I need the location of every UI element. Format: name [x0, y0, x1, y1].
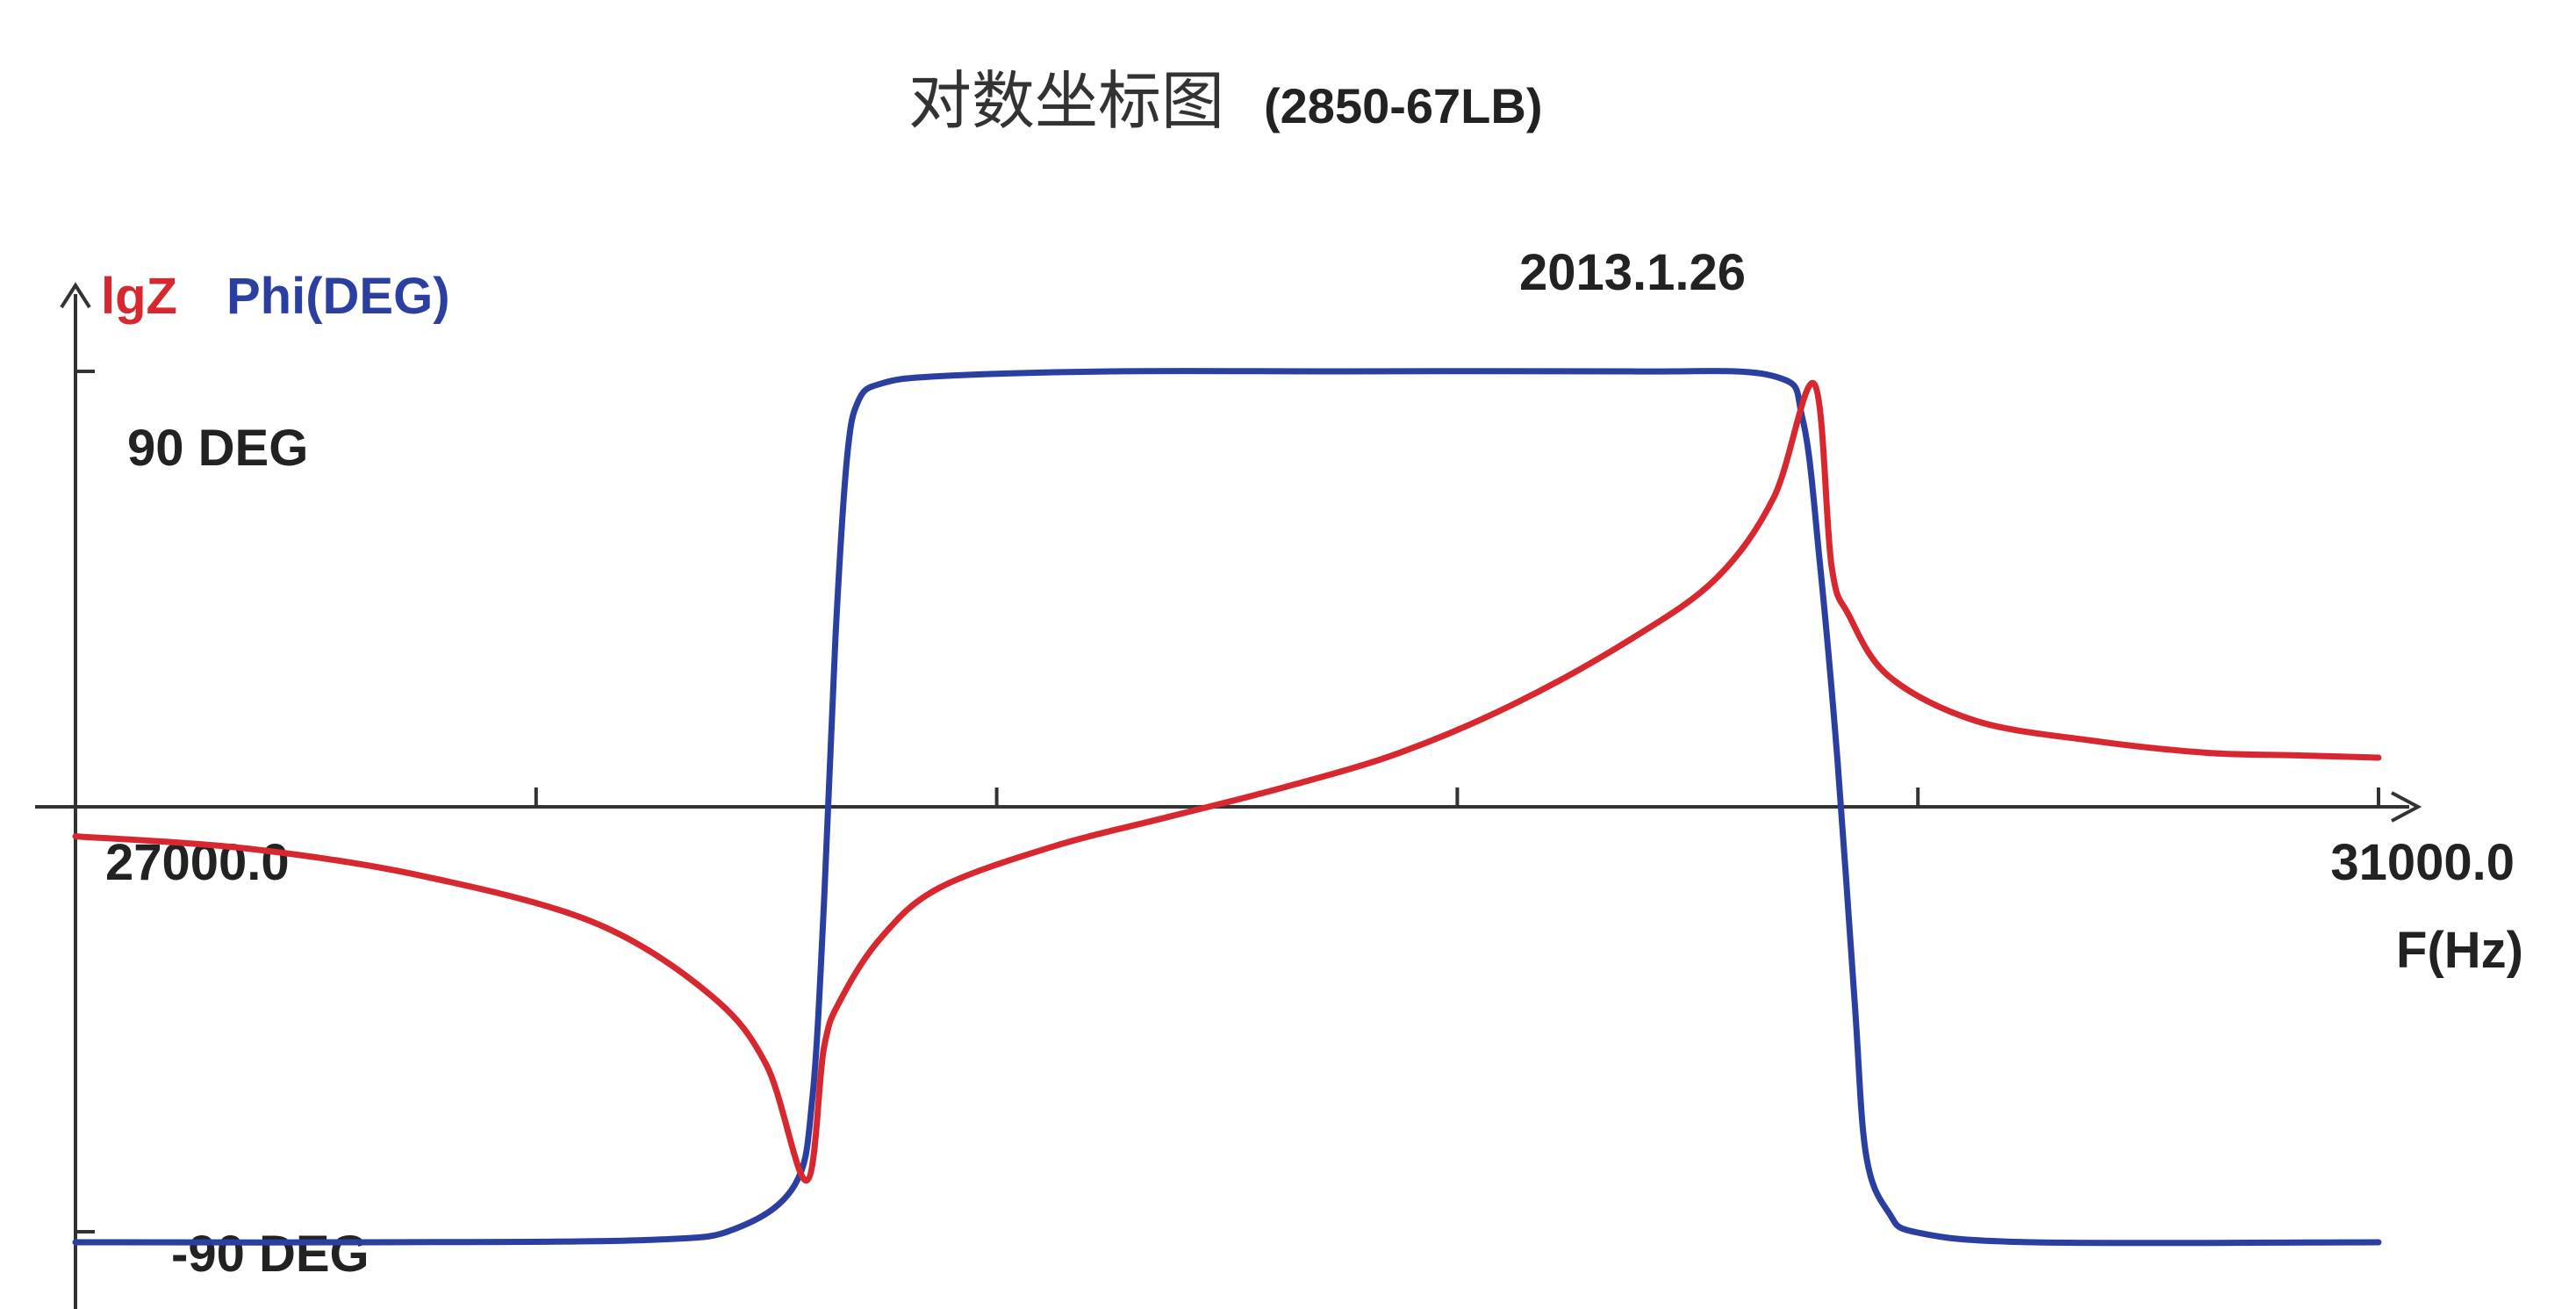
x-axis-arrow — [2391, 791, 2422, 823]
x-ticks — [534, 788, 2380, 807]
y-label-90-deg: 90 DEG — [127, 420, 308, 477]
series-lgz-line — [72, 379, 2382, 1184]
x-axis-label: F(Hz) — [2396, 922, 2523, 979]
series-phi-line — [72, 368, 2382, 1247]
y-label-phi: Phi(DEG) — [226, 268, 450, 325]
chart-subtitle: (2850-67LB) — [1264, 78, 1542, 133]
chart-title: 对数坐标图 — [908, 64, 1224, 138]
date-label: 2013.1.26 — [1519, 244, 1746, 301]
x-tick-label-max: 31000.0 — [2330, 834, 2515, 891]
y-axis-arrow — [60, 282, 91, 309]
y-label-minus-90-deg: -90 DEG — [171, 1226, 370, 1283]
y-label-lgz: lgZ — [101, 268, 177, 325]
